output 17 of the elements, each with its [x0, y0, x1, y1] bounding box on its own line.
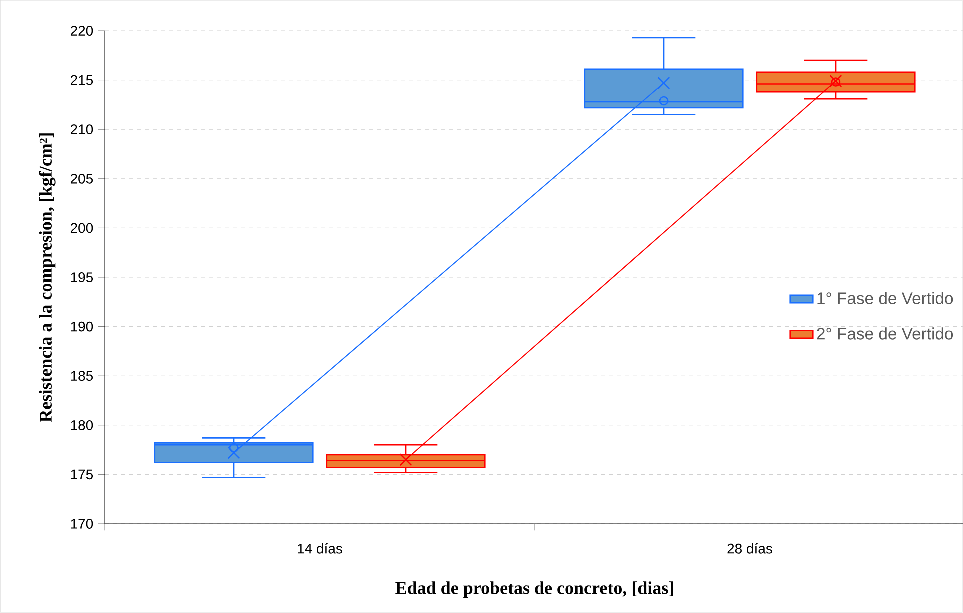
y-tick-label: 210: [70, 124, 94, 135]
y-tick-label: 200: [70, 223, 94, 234]
y-tick-label: 190: [71, 322, 94, 332]
y-tick-label: 215: [70, 75, 94, 86]
x-axis-title: Edad de probetas de concreto, [dias]: [396, 582, 674, 598]
y-tick-label: 195: [71, 272, 94, 282]
y-tick-label: 175: [71, 470, 94, 480]
y-tick-label: 205: [70, 174, 94, 184]
y-tick-label: 180: [71, 420, 94, 430]
y-tick-label: 220: [70, 26, 94, 36]
legend-label: 1° Fase de Vertido: [818, 292, 954, 304]
x-tick-label: 28 días: [728, 543, 772, 554]
y-axis-title: Resistencia a la compresion, [kgf/cm²]: [39, 134, 56, 422]
y-tick-label: 170: [71, 519, 94, 529]
y-tick-label: 185: [71, 371, 94, 382]
x-tick-label: 14 días: [298, 543, 342, 554]
legend-label: 2° Fase de Vertido: [817, 328, 954, 340]
